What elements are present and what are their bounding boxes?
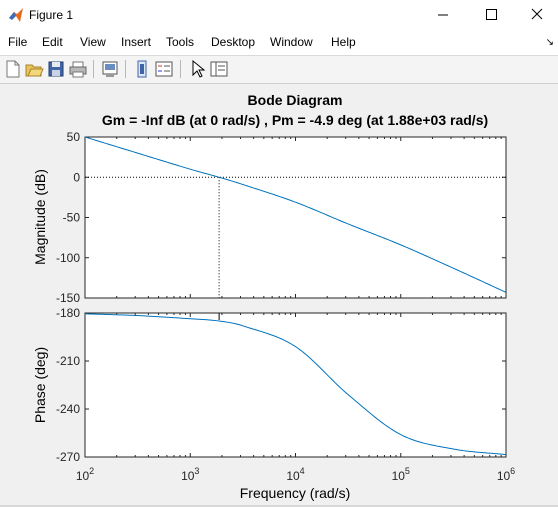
x-tick-base: 10 bbox=[392, 469, 406, 483]
maximize-icon bbox=[486, 9, 497, 20]
save-icon[interactable] bbox=[46, 59, 66, 79]
minimize-button[interactable] bbox=[420, 0, 466, 30]
close-icon bbox=[531, 8, 543, 20]
phase-tick-label: -180 bbox=[56, 306, 80, 320]
menu-insert[interactable]: Insert bbox=[121, 35, 152, 49]
toolbar-separator bbox=[180, 60, 181, 78]
toolbar bbox=[0, 56, 558, 84]
x-tick-base: 10 bbox=[181, 469, 195, 483]
figure-canvas[interactable]: Bode Diagram Gm = -Inf dB (at 0 rad/s) ,… bbox=[0, 84, 558, 507]
x-tick-labels: 102 103 104 105 106 bbox=[76, 466, 515, 483]
magnitude-tick-label: -50 bbox=[63, 211, 81, 225]
toolbar-dock-arrow-icon[interactable]: ↘ bbox=[545, 37, 554, 48]
x-tick-label: 103 bbox=[181, 466, 199, 483]
title-bar: Figure 1 bbox=[0, 0, 558, 30]
menu-help[interactable]: Help bbox=[331, 35, 356, 49]
toolbar-separator bbox=[93, 60, 94, 78]
x-tick-base: 10 bbox=[76, 469, 90, 483]
phase-tick-label: -240 bbox=[56, 402, 80, 416]
x-tick-label: 105 bbox=[392, 466, 410, 483]
magnitude-line bbox=[84, 136, 507, 293]
print-preview-icon[interactable] bbox=[100, 59, 120, 79]
phase-ylabel: Phase (deg) bbox=[32, 347, 48, 423]
x-tick-label: 102 bbox=[76, 466, 94, 483]
phase-tick-labels: -180 -210 -240 -270 bbox=[56, 306, 80, 464]
magnitude-tick-label: -150 bbox=[56, 291, 80, 305]
menu-bar: File Edit View Insert Tools Desktop Wind… bbox=[0, 30, 558, 56]
menu-edit[interactable]: Edit bbox=[42, 35, 63, 49]
phase-axes bbox=[84, 312, 507, 458]
new-figure-icon[interactable] bbox=[3, 59, 23, 79]
window-title: Figure 1 bbox=[29, 8, 74, 22]
insert-legend-icon[interactable] bbox=[154, 59, 174, 79]
plot-subtitle: Gm = -Inf dB (at 0 rad/s) , Pm = -4.9 de… bbox=[102, 112, 488, 128]
x-tick-exponent: 6 bbox=[510, 466, 515, 476]
magnitude-tick-label: 0 bbox=[73, 170, 80, 184]
x-axis-label: Frequency (rad/s) bbox=[240, 485, 350, 501]
x-tick-label: 104 bbox=[286, 466, 304, 483]
x-tick-exponent: 2 bbox=[89, 466, 94, 476]
magnitude-tick-label: 50 bbox=[67, 130, 81, 144]
link-plot-icon[interactable] bbox=[132, 59, 152, 79]
x-tick-exponent: 5 bbox=[405, 466, 410, 476]
property-editor-icon[interactable] bbox=[209, 59, 229, 79]
maximize-button[interactable] bbox=[468, 0, 514, 30]
phase-tick-label: -270 bbox=[56, 450, 80, 464]
bode-plot: Bode Diagram Gm = -Inf dB (at 0 rad/s) ,… bbox=[32, 92, 515, 501]
x-tick-exponent: 4 bbox=[300, 466, 305, 476]
print-icon[interactable] bbox=[68, 59, 88, 79]
reference-lines bbox=[85, 176, 506, 320]
open-file-icon[interactable] bbox=[24, 59, 44, 79]
x-tick-exponent: 3 bbox=[194, 466, 199, 476]
minimize-icon bbox=[438, 14, 448, 16]
tick-marks bbox=[84, 136, 507, 458]
plot-title: Bode Diagram bbox=[248, 92, 343, 108]
magnitude-tick-label: -100 bbox=[56, 251, 80, 265]
phase-tick-label: -210 bbox=[56, 354, 80, 368]
menu-tools[interactable]: Tools bbox=[166, 35, 195, 49]
magnitude-axes bbox=[84, 136, 507, 299]
x-tick-base: 10 bbox=[497, 469, 511, 483]
magnitude-ylabel: Magnitude (dB) bbox=[32, 169, 48, 265]
toolbar-separator bbox=[125, 60, 126, 78]
x-tick-base: 10 bbox=[286, 469, 300, 483]
window-bottom-border bbox=[0, 505, 558, 507]
matlab-logo-icon bbox=[9, 8, 23, 22]
x-tick-label: 106 bbox=[497, 466, 515, 483]
magnitude-tick-labels: 50 0 -50 -100 -150 bbox=[56, 130, 80, 305]
menu-window[interactable]: Window bbox=[270, 35, 313, 49]
menu-file[interactable]: File bbox=[8, 35, 28, 49]
pointer-icon[interactable] bbox=[187, 59, 207, 79]
menu-desktop[interactable]: Desktop bbox=[211, 35, 256, 49]
menu-view[interactable]: View bbox=[80, 35, 106, 49]
phase-line bbox=[84, 313, 507, 456]
close-button[interactable] bbox=[512, 0, 558, 30]
